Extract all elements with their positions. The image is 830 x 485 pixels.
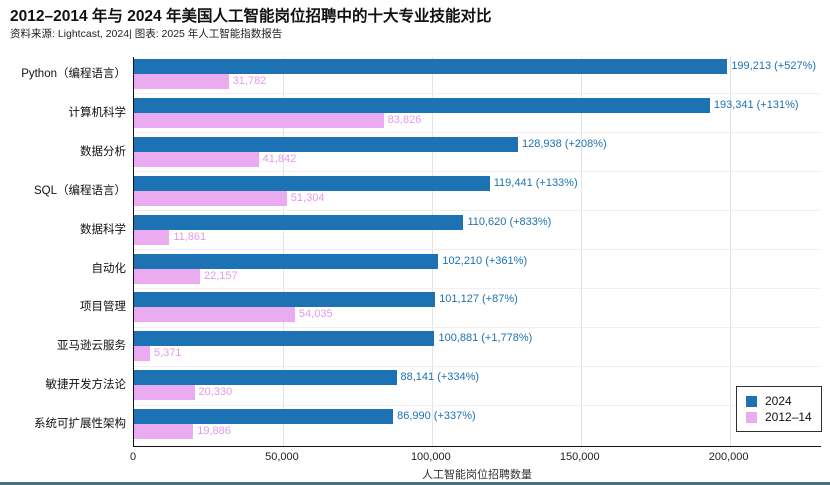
- bar-2024: [134, 292, 436, 308]
- bar-group: 100,881 (+1,778%) 5,371: [134, 331, 821, 362]
- bar-group: 101,127 (+87%) 54,035: [134, 292, 821, 323]
- bar-group: 193,341 (+131%) 83,826: [134, 97, 821, 128]
- bar-value-label: 102,210 (+361%): [442, 254, 528, 267]
- category-label: 自动化: [91, 262, 127, 275]
- gridline-horizontal: [134, 326, 821, 328]
- bar-2024: [134, 409, 394, 425]
- bar-value-label: 119,441 (+133%): [493, 176, 578, 189]
- bar-value-label: 110,620 (+833%): [467, 215, 552, 228]
- bar-value-label: 101,127 (+87%): [439, 293, 518, 306]
- gridline-horizontal: [134, 249, 821, 250]
- gridline-vertical: [580, 57, 582, 446]
- category-label: 项目管理: [80, 301, 126, 314]
- gridline-horizontal: [134, 93, 821, 95]
- bar-value-label: 51,304: [290, 191, 325, 204]
- category-label: SQL（编程语言）: [33, 184, 126, 197]
- legend-swatch-2024: [746, 395, 757, 407]
- plot-area: 199,213 (+527%) 31,782 193,341 (+131%) 83,8…: [133, 57, 821, 447]
- bar-2012-14: [134, 190, 287, 206]
- bar-2024: [134, 331, 435, 347]
- bar-value-label: 20,330: [198, 386, 233, 399]
- bar-group: 199,213 (+527%) 31,782: [134, 59, 821, 89]
- x-tick-label: 100,000: [410, 451, 451, 463]
- bar-2012-14: [134, 74, 229, 89]
- bar-value-label: 88,141 (+334%): [400, 371, 480, 384]
- legend-label-2012-14: 2012–14: [765, 410, 812, 424]
- bar-group: 88,141 (+334%) 20,330: [134, 370, 821, 401]
- bar-value-label: 199,213 (+527%): [731, 60, 817, 72]
- bar-value-label: 54,035: [298, 308, 333, 321]
- bar-2012-14: [134, 112, 384, 128]
- gridline-horizontal: [134, 404, 821, 406]
- x-tick-label: 50,000: [265, 451, 299, 463]
- bar-value-label: 22,157: [203, 269, 238, 282]
- bar-2024: [134, 253, 439, 269]
- gridline-horizontal: [134, 171, 821, 173]
- category-label: 亚马逊云服务: [57, 340, 126, 353]
- y-axis-category-labels: Python（编程语言） 计算机科学数据分析 SQL（编程语言） 数据科学自动化项目管…: [0, 57, 126, 447]
- bar-2012-14: [134, 268, 200, 284]
- bar-value-label: 86,990 (+337%): [397, 410, 476, 423]
- bar-value-label: 83,826: [387, 113, 422, 126]
- gridline-horizontal: [134, 365, 821, 367]
- x-axis-tick-labels: 0 50,000 100,000 150,000 200,000: [0, 451, 830, 465]
- bar-value-label: 128,938 (+208%): [522, 137, 607, 150]
- category-label: 敏捷开发方法论: [45, 379, 127, 392]
- window-bottom-border: [0, 482, 830, 485]
- bar-2024: [134, 97, 710, 113]
- x-axis-title: 人工智能岗位招聘数量: [422, 469, 532, 481]
- bar-2012-14: [134, 229, 170, 245]
- gridline-horizontal: [134, 210, 821, 212]
- gridline-vertical: [729, 57, 731, 446]
- x-tick-label: 150,000: [559, 451, 600, 463]
- legend-item-2012-14: 2012–14: [746, 409, 813, 425]
- bar-2012-14: [134, 346, 150, 362]
- bar-2012-14: [134, 424, 194, 440]
- bar-2024: [134, 214, 464, 230]
- bar-2024: [134, 136, 519, 152]
- bar-2012-14: [134, 307, 295, 323]
- legend-label-2024: 2024: [765, 394, 792, 408]
- bar-value-label: 41,842: [262, 152, 297, 165]
- bar-2012-14: [134, 385, 195, 401]
- bar-2024: [134, 370, 397, 386]
- bar-2024: [134, 59, 728, 74]
- gridline-vertical: [282, 57, 284, 446]
- legend-item-2024: 2024: [746, 393, 813, 409]
- bar-2012-14: [134, 151, 259, 167]
- bar-value-label: 5,371: [153, 347, 182, 360]
- category-label: Python（编程语言）: [21, 68, 126, 80]
- chart-source-note: 资料来源: Lightcast, 2024| 图表: 2025 年人工智能指数报…: [10, 28, 283, 40]
- x-tick-label: 0: [129, 451, 137, 463]
- chart-title: 2012–2014 年与 2024 年美国人工智能岗位招聘中的十大专业技能对比: [10, 8, 492, 25]
- gridline-horizontal: [134, 287, 821, 289]
- category-label: 数据科学: [80, 223, 126, 236]
- bar-value-label: 11,861: [173, 230, 207, 243]
- bar-value-label: 31,782: [232, 75, 267, 87]
- bar-value-label: 19,886: [197, 425, 231, 438]
- gridline-horizontal: [134, 132, 821, 134]
- category-label: 系统可扩展性架构: [34, 418, 126, 431]
- category-label: 计算机科学: [68, 106, 127, 119]
- x-tick-label: 200,000: [708, 451, 749, 463]
- legend: 2024 2012–14: [736, 386, 822, 432]
- bar-group: 119,441 (+133%) 51,304: [134, 175, 821, 206]
- bar-2024: [134, 175, 490, 191]
- legend-swatch-2012-14: [746, 411, 757, 423]
- bar-group: 102,210 (+361%) 22,157: [134, 253, 821, 284]
- category-label: 数据分析: [80, 145, 126, 158]
- bar-group: 86,990 (+337%) 19,886: [134, 409, 821, 440]
- bar-value-label: 100,881 (+1,778%): [438, 332, 533, 345]
- bar-value-label: 193,341 (+131%): [713, 98, 799, 111]
- gridline-vertical: [431, 57, 433, 446]
- bar-group: 128,938 (+208%) 41,842: [134, 136, 821, 167]
- bar-group: 110,620 (+833%) 11,861: [134, 214, 821, 245]
